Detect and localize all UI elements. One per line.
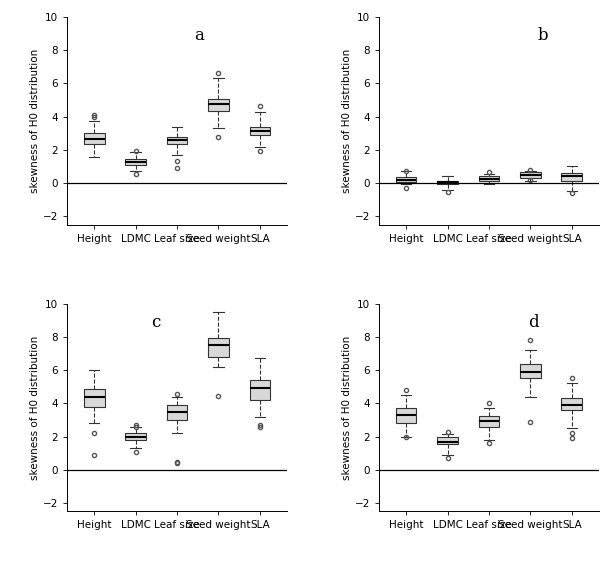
- PathPatch shape: [478, 176, 499, 182]
- PathPatch shape: [562, 398, 582, 410]
- Text: c: c: [151, 314, 160, 331]
- PathPatch shape: [167, 405, 188, 420]
- PathPatch shape: [208, 99, 229, 111]
- PathPatch shape: [84, 389, 104, 407]
- PathPatch shape: [520, 173, 541, 178]
- PathPatch shape: [167, 137, 188, 144]
- PathPatch shape: [562, 173, 582, 180]
- PathPatch shape: [520, 364, 541, 378]
- PathPatch shape: [437, 437, 458, 444]
- Text: a: a: [195, 27, 205, 44]
- PathPatch shape: [437, 180, 458, 184]
- PathPatch shape: [249, 380, 270, 400]
- PathPatch shape: [208, 338, 229, 357]
- PathPatch shape: [125, 433, 146, 440]
- Y-axis label: skewness of H0 distribution: skewness of H0 distribution: [342, 336, 352, 479]
- Y-axis label: skewness of H0 distribution: skewness of H0 distribution: [342, 49, 352, 193]
- Y-axis label: skewness of H0 distribution: skewness of H0 distribution: [30, 336, 40, 479]
- Text: d: d: [529, 314, 539, 331]
- PathPatch shape: [396, 177, 417, 182]
- PathPatch shape: [84, 133, 104, 144]
- Text: b: b: [537, 27, 548, 44]
- PathPatch shape: [478, 416, 499, 427]
- PathPatch shape: [396, 409, 417, 423]
- PathPatch shape: [125, 159, 146, 165]
- Y-axis label: skewness of H0 distribution: skewness of H0 distribution: [30, 49, 40, 193]
- PathPatch shape: [249, 128, 270, 135]
